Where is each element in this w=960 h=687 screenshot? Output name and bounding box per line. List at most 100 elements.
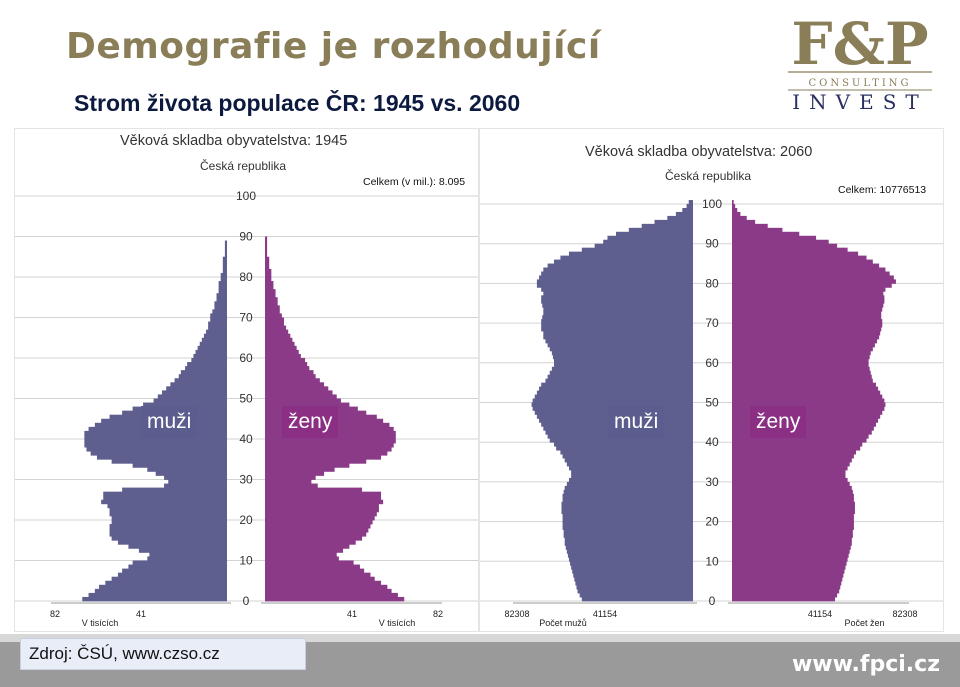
bar-men-age-67 [543, 331, 693, 336]
bar-women-age-52 [732, 390, 881, 395]
bar-women-age-4 [265, 580, 382, 586]
age-tick-20: 20 [705, 515, 719, 529]
bar-men-age-37 [560, 450, 693, 455]
bar-men-age-78 [218, 281, 227, 286]
bar-women-age-59 [732, 362, 869, 368]
bar-men-age-64 [547, 342, 693, 348]
bar-women-age-83 [732, 267, 886, 272]
overlay-label-men-2060: muži [608, 406, 665, 438]
bar-men-age-86 [560, 255, 693, 260]
bar-men-age-62 [551, 350, 693, 356]
bar-women-age-34 [265, 459, 367, 464]
bar-women-age-1 [732, 593, 838, 598]
bar-women-age-81 [265, 268, 272, 274]
bar-men-age-21 [109, 511, 227, 517]
bar-women-age-68 [732, 327, 882, 332]
bar-men-age-62 [197, 345, 227, 351]
bar-men-age-74 [216, 297, 227, 302]
bar-women-age-81 [732, 275, 894, 280]
bar-women-age-56 [732, 374, 872, 380]
bar-men-age-31 [571, 473, 693, 479]
bar-women-age-61 [732, 354, 870, 360]
bar-women-age-9 [265, 560, 354, 565]
bar-women-age-26 [265, 491, 382, 497]
bar-men-age-71 [212, 309, 227, 314]
bar-men-age-63 [199, 341, 227, 347]
overlay-label-men-1945: muži [141, 406, 198, 438]
bar-women-age-0 [732, 597, 835, 602]
bar-men-age-22 [561, 509, 693, 515]
x-tick-right-mid: 41 [347, 609, 357, 619]
bar-men-age-100 [688, 200, 693, 205]
bar-men-age-87 [568, 251, 693, 257]
chart-title: Věková skladba obyvatelstva: 1945 [120, 133, 347, 149]
bar-women-age-14 [732, 541, 852, 546]
bar-men-age-70 [541, 319, 693, 324]
bar-women-age-89 [732, 243, 838, 249]
bar-men-age-77 [543, 291, 693, 296]
bar-men-age-0 [581, 597, 693, 602]
bar-men-age-40 [549, 438, 693, 443]
bar-women-age-39 [732, 442, 863, 447]
bar-men-age-38 [84, 443, 228, 448]
bar-men-age-2 [577, 589, 693, 594]
bar-men-age-36 [562, 454, 693, 459]
bar-women-age-51 [265, 390, 333, 395]
bar-women-age-54 [732, 382, 876, 388]
bar-men-age-30 [164, 475, 227, 480]
bar-women-age-15 [732, 537, 852, 542]
bar-men-age-86 [224, 248, 227, 254]
age-tick-50: 50 [239, 392, 253, 406]
bar-men-age-65 [203, 333, 227, 339]
bar-women-age-37 [732, 450, 857, 455]
bar-women-age-20 [732, 517, 854, 522]
bar-men-age-51 [161, 390, 227, 395]
bar-women-age-25 [265, 495, 382, 501]
bar-men-age-90 [603, 239, 693, 245]
bar-men-age-93 [628, 227, 693, 233]
bar-women-age-72 [265, 305, 280, 310]
age-tick-70: 70 [705, 316, 719, 330]
bar-women-age-53 [732, 386, 879, 391]
bar-women-age-14 [265, 540, 356, 545]
bar-men-age-36 [90, 451, 227, 456]
bar-women-age-59 [265, 358, 306, 363]
bar-women-age-55 [265, 374, 316, 379]
bar-men-age-83 [222, 260, 227, 266]
bar-women-age-5 [732, 577, 843, 582]
x-tick-left-max: 82 [50, 609, 60, 619]
bar-men-age-1 [579, 593, 693, 598]
x-label-left: V tisících [82, 618, 119, 628]
bar-women-age-74 [732, 303, 884, 308]
bar-men-age-6 [117, 572, 227, 578]
bar-men-age-78 [541, 287, 693, 292]
bar-men-age-72 [543, 311, 693, 316]
bar-men-age-58 [551, 366, 693, 372]
bar-women-age-38 [265, 443, 394, 448]
bar-men-age-85 [224, 252, 227, 258]
bar-women-age-16 [732, 533, 853, 538]
bar-men-age-14 [117, 540, 227, 545]
bar-women-age-36 [732, 454, 854, 459]
bar-men-age-80 [220, 272, 227, 278]
x-label-left: Počet mužů [539, 618, 587, 628]
bar-women-age-65 [265, 333, 291, 339]
bar-men-age-9 [570, 561, 693, 566]
bar-men-age-89 [594, 243, 693, 249]
fp-consulting-invest-logo: F&P CONSULTING INVEST [780, 2, 940, 118]
bar-men-age-25 [562, 497, 693, 503]
bar-women-age-95 [732, 219, 756, 225]
bar-men-age-34 [566, 462, 693, 467]
age-tick-90: 90 [239, 230, 253, 244]
bar-women-age-5 [265, 576, 375, 582]
bar-women-age-62 [265, 345, 297, 351]
bar-women-age-74 [265, 297, 278, 302]
x-tick-right-max: 82 [433, 609, 443, 619]
bar-men-age-76 [218, 289, 227, 294]
bar-women-age-25 [732, 497, 854, 503]
bar-women-age-35 [265, 455, 382, 460]
bar-men-age-22 [109, 507, 227, 513]
bar-men-age-70 [210, 313, 227, 318]
bar-women-age-4 [732, 581, 842, 586]
bar-women-age-49 [265, 398, 341, 403]
